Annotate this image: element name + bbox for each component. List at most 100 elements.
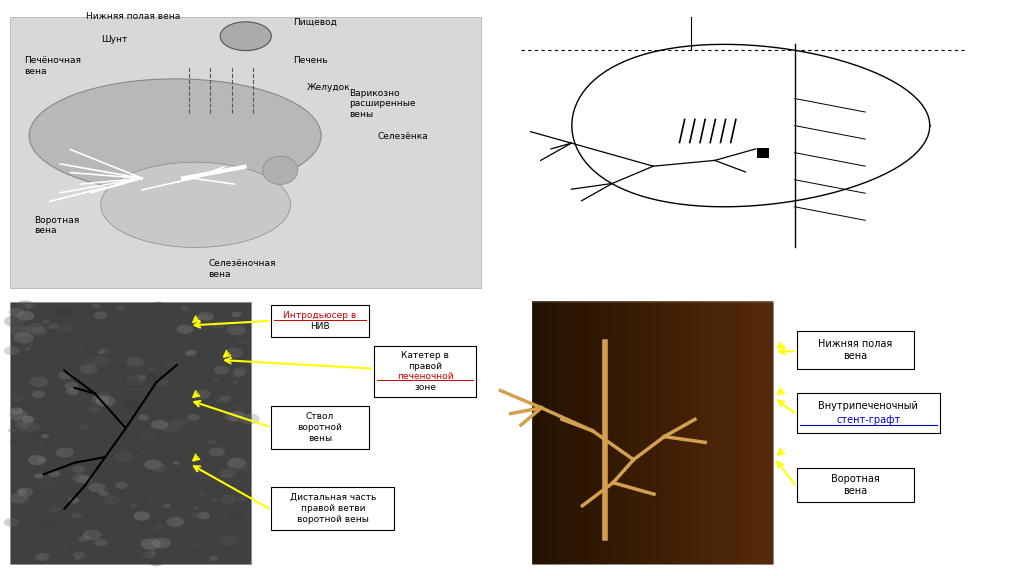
Circle shape <box>98 491 109 496</box>
Text: Селезёнка: Селезёнка <box>378 132 428 141</box>
Circle shape <box>32 327 47 335</box>
Circle shape <box>36 553 49 561</box>
Circle shape <box>103 495 120 504</box>
Circle shape <box>10 478 19 483</box>
Circle shape <box>148 367 155 371</box>
Circle shape <box>213 321 225 328</box>
Text: печеночной: печеночной <box>396 372 454 381</box>
Circle shape <box>226 324 246 335</box>
Circle shape <box>15 421 30 429</box>
Circle shape <box>229 416 239 421</box>
Circle shape <box>11 533 16 536</box>
Circle shape <box>232 381 239 384</box>
Circle shape <box>97 392 111 400</box>
Circle shape <box>209 448 225 457</box>
Circle shape <box>219 395 239 406</box>
Circle shape <box>232 367 247 375</box>
Bar <box>797 468 914 502</box>
Circle shape <box>145 373 165 385</box>
Circle shape <box>219 396 231 403</box>
Bar <box>797 331 914 369</box>
Circle shape <box>151 463 167 472</box>
Circle shape <box>34 521 48 529</box>
Circle shape <box>143 551 156 559</box>
Text: Шунт: Шунт <box>100 35 127 44</box>
Circle shape <box>231 312 242 317</box>
Circle shape <box>209 478 221 485</box>
Circle shape <box>164 412 173 418</box>
Circle shape <box>61 543 69 546</box>
Circle shape <box>104 517 113 521</box>
Bar <box>374 346 476 397</box>
Circle shape <box>89 407 100 413</box>
Circle shape <box>198 512 210 519</box>
Circle shape <box>91 395 110 406</box>
Text: вена: вена <box>844 486 867 496</box>
Circle shape <box>161 422 179 433</box>
Circle shape <box>221 474 227 478</box>
Circle shape <box>50 517 68 526</box>
Circle shape <box>150 551 157 554</box>
Circle shape <box>48 506 60 513</box>
Circle shape <box>114 355 126 362</box>
Circle shape <box>126 357 144 367</box>
Circle shape <box>78 536 89 542</box>
Circle shape <box>194 389 211 399</box>
Text: НИВ: НИВ <box>310 322 330 331</box>
Circle shape <box>166 517 183 527</box>
Circle shape <box>220 495 237 504</box>
Circle shape <box>116 482 128 489</box>
Bar <box>757 147 769 158</box>
Circle shape <box>9 493 29 503</box>
Circle shape <box>232 461 251 471</box>
Circle shape <box>69 498 79 503</box>
Circle shape <box>77 408 82 411</box>
Circle shape <box>67 387 79 395</box>
Circle shape <box>138 375 146 380</box>
Circle shape <box>46 484 65 495</box>
Circle shape <box>163 503 171 508</box>
Circle shape <box>72 513 82 518</box>
Circle shape <box>14 415 34 426</box>
Bar <box>10 17 481 288</box>
Text: Дистальная часть: Дистальная часть <box>290 493 376 502</box>
Circle shape <box>84 344 101 354</box>
Circle shape <box>125 497 139 505</box>
Circle shape <box>74 409 86 415</box>
Circle shape <box>193 506 199 509</box>
Bar <box>532 302 773 564</box>
Circle shape <box>233 411 245 418</box>
Circle shape <box>208 439 216 444</box>
Circle shape <box>233 371 245 377</box>
Circle shape <box>103 401 109 404</box>
Ellipse shape <box>263 156 298 184</box>
Text: стент-графт: стент-графт <box>837 415 900 425</box>
Circle shape <box>123 437 134 444</box>
Circle shape <box>4 518 19 526</box>
Circle shape <box>48 471 60 478</box>
Bar <box>512 17 983 288</box>
Circle shape <box>18 489 27 494</box>
Circle shape <box>231 327 246 335</box>
Circle shape <box>86 529 103 539</box>
Circle shape <box>164 361 180 369</box>
Circle shape <box>3 346 19 355</box>
Circle shape <box>88 483 105 492</box>
Circle shape <box>11 394 24 401</box>
Circle shape <box>4 316 24 327</box>
Circle shape <box>10 407 24 415</box>
Circle shape <box>152 537 171 548</box>
Text: воротной вены: воротной вены <box>297 514 369 524</box>
Circle shape <box>193 543 199 547</box>
Circle shape <box>92 395 105 403</box>
Circle shape <box>48 490 53 493</box>
Text: Печень: Печень <box>293 56 328 65</box>
Circle shape <box>133 511 151 521</box>
Circle shape <box>27 510 36 516</box>
Circle shape <box>48 323 59 329</box>
Circle shape <box>99 347 110 353</box>
Circle shape <box>146 326 156 331</box>
Circle shape <box>9 410 28 420</box>
Circle shape <box>123 378 140 388</box>
Text: Варикозно
расширенные
вены: Варикозно расширенные вены <box>349 89 416 119</box>
